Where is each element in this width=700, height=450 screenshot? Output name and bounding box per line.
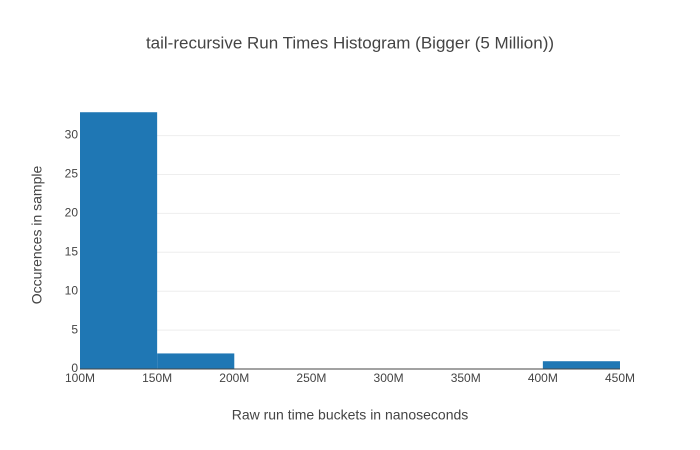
y-tick-label: 20 — [65, 206, 79, 220]
y-tick-label: 30 — [65, 128, 79, 142]
bar — [542, 361, 620, 369]
x-tick-label: 200M — [219, 371, 249, 385]
x-tick-label: 250M — [296, 371, 326, 385]
x-tick-label: 400M — [528, 371, 558, 385]
y-tick-label: 5 — [71, 322, 78, 336]
x-tick-label: 350M — [451, 371, 481, 385]
y-tick-label: 25 — [65, 167, 79, 181]
chart-title: tail-recursive Run Times Histogram (Bigg… — [146, 33, 554, 52]
x-tick-label: 300M — [374, 371, 404, 385]
x-axis-label: Raw run time buckets in nanoseconds — [232, 407, 469, 423]
x-tick-label: 150M — [142, 371, 172, 385]
bar — [80, 112, 158, 370]
y-tick-label: 0 — [71, 361, 78, 375]
x-tick-label: 100M — [65, 371, 95, 385]
y-tick-label: 15 — [65, 244, 79, 258]
y-axis-label: Occurences in sample — [29, 166, 45, 305]
bar — [157, 353, 235, 369]
x-tick-label: 450M — [605, 371, 635, 385]
y-tick-label: 10 — [65, 283, 79, 297]
